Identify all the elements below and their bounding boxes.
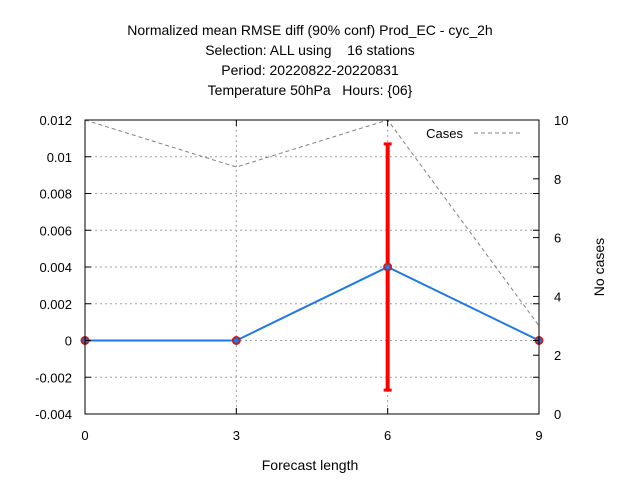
- y-tick-label: 0.002: [39, 297, 72, 312]
- title-line: Temperature 50hPa Hours: {06}: [208, 82, 413, 98]
- x-tick-label: 6: [384, 428, 391, 443]
- y2-tick-label: 6: [554, 231, 561, 246]
- main-series: [80, 262, 544, 345]
- y2-tick-label: 8: [554, 172, 561, 187]
- x-axis-ticks: 0 3 6 9: [81, 120, 543, 443]
- y-tick-label: -0.002: [35, 370, 72, 385]
- y2-axis-label: No cases: [591, 238, 607, 296]
- y2-tick-label: 10: [554, 113, 568, 128]
- y-tick-label: 0.01: [47, 150, 72, 165]
- title-line: Period: 20220822-20220831: [221, 62, 399, 78]
- x-axis-label: Forecast length: [262, 457, 359, 473]
- x-tick-label: 9: [535, 428, 542, 443]
- x-tick-label: 3: [233, 428, 240, 443]
- cases-series: [84, 119, 540, 327]
- data-point-center: [233, 338, 239, 343]
- grid: [85, 120, 539, 414]
- legend: Cases: [426, 126, 522, 141]
- data-point-center: [385, 264, 391, 270]
- y-tick-label: 0.004: [39, 260, 72, 275]
- y2-axis-ticks: 0 2 4 6 8 10: [533, 113, 568, 422]
- x-tick-label: 0: [81, 428, 88, 443]
- title-line: Normalized mean RMSE diff (90% conf) Pro…: [127, 22, 492, 38]
- legend-label: Cases: [426, 126, 463, 141]
- y-tick-label: 0.012: [39, 113, 72, 128]
- y-tick-label: 0.006: [39, 223, 72, 238]
- main-line: [85, 265, 540, 342]
- y2-tick-label: 2: [554, 348, 561, 363]
- y2-tick-label: 4: [554, 289, 561, 304]
- y-tick-label: 0: [65, 334, 72, 349]
- y2-tick-label: 0: [554, 407, 561, 422]
- y-axis-ticks: -0.004 -0.002 0 0.002 0.004 0.006 0.008 0.01 0.0…: [35, 113, 539, 422]
- title-line: Selection: ALL using 16 stations: [205, 42, 415, 58]
- cases-line: [84, 119, 540, 327]
- chart-title: Normalized mean RMSE diff (90% conf) Pro…: [127, 22, 492, 98]
- y-tick-label: -0.004: [35, 407, 72, 422]
- y-tick-label: 0.008: [39, 187, 72, 202]
